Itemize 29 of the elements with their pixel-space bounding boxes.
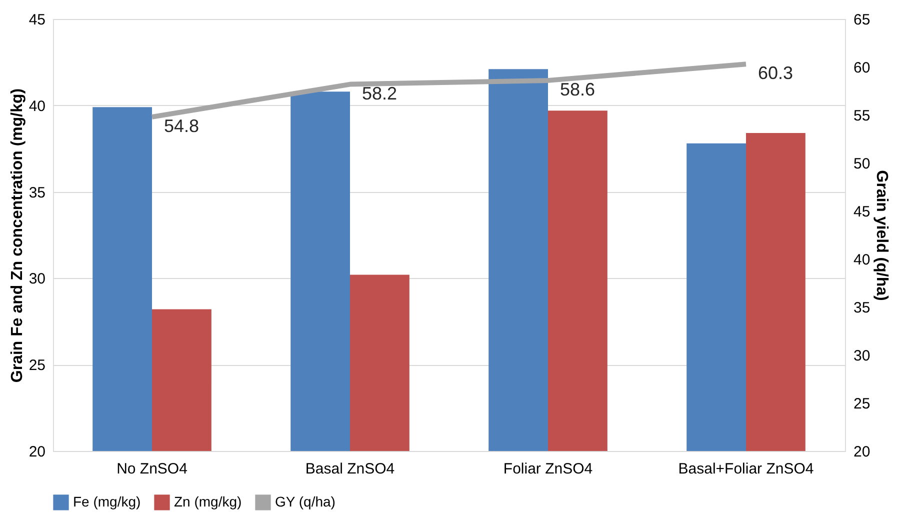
y2-tick-label: 65 (854, 12, 870, 28)
y-tick-label: 40 (28, 98, 46, 115)
y2-tick-label: 35 (854, 300, 870, 316)
y-tick-label: 35 (28, 184, 46, 202)
y2-tick-label: 20 (854, 444, 870, 460)
x-tick-label: Basal ZnSO4 (305, 460, 395, 478)
data-label: 58.6 (560, 79, 596, 100)
y2-tick-label: 25 (854, 396, 870, 412)
legend-label: Zn (mg/kg) (174, 493, 242, 510)
x-tick-label: No ZnSO4 (116, 460, 188, 478)
data-label: 54.8 (164, 116, 200, 136)
y2-axis-title: Grain yield (q/ha) (873, 170, 890, 301)
data-label: 60.3 (758, 63, 794, 84)
y-tick-label: 20 (28, 444, 46, 460)
x-tick-label: Foliar ZnSO4 (503, 460, 593, 478)
y-tick-label: 45 (28, 12, 46, 28)
y-axis-title: Grain Fe and Zn concentration (mg/kg) (8, 88, 26, 383)
legend-label: Fe (mg/kg) (73, 493, 141, 510)
x-tick-label: Basal+Foliar ZnSO4 (678, 460, 814, 478)
y2-tick-label: 40 (854, 252, 870, 268)
y-tick-label: 30 (28, 270, 46, 288)
y-tick-label: 25 (28, 357, 46, 374)
y2-tick-label: 45 (854, 204, 870, 220)
y2-tick-label: 50 (854, 156, 870, 172)
y2-tick-label: 55 (854, 108, 870, 124)
y2-tick-label: 60 (854, 60, 870, 76)
legend-label: GY (q/ha) (275, 493, 336, 510)
y2-tick-label: 30 (854, 348, 870, 364)
data-label: 58.2 (362, 83, 398, 104)
